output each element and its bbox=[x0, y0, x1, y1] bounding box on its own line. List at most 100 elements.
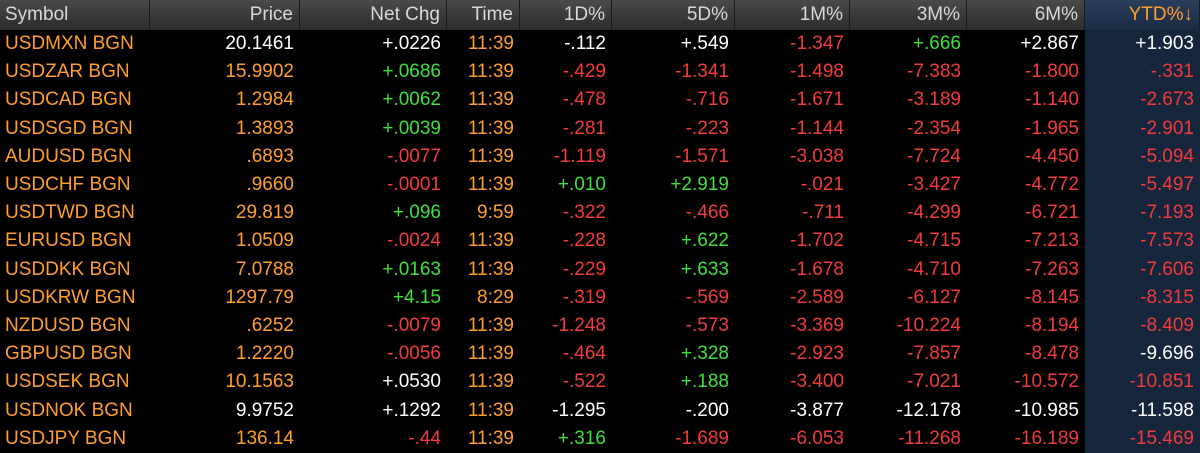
value-cell: -.229 bbox=[562, 258, 606, 280]
value-cell: +.010 bbox=[557, 174, 606, 195]
value-cell: -.716 bbox=[685, 89, 729, 111]
value-cell: -.223 bbox=[685, 117, 729, 139]
value-cell: 11:39 bbox=[467, 174, 514, 195]
value-cell: -1.140 bbox=[1025, 89, 1079, 111]
value-cell: +.0039 bbox=[382, 117, 441, 139]
value-cell: -3.877 bbox=[790, 399, 844, 421]
column-header[interactable]: Price bbox=[150, 0, 300, 30]
value-cell: -.331 bbox=[1150, 61, 1194, 83]
value-cell: .6252 bbox=[246, 315, 294, 336]
value-cell: 11:39 bbox=[467, 258, 514, 280]
value-cell: -1.144 bbox=[790, 117, 844, 139]
value-cell: +.188 bbox=[680, 371, 729, 393]
value-cell: -11.268 bbox=[897, 427, 961, 449]
symbol-cell: AUDUSD BGN bbox=[5, 145, 132, 167]
value-cell: -12.178 bbox=[896, 399, 961, 421]
value-cell: -1.295 bbox=[552, 399, 606, 421]
value-cell: -11.598 bbox=[1130, 399, 1194, 421]
column-header[interactable]: 3M% bbox=[850, 0, 967, 30]
symbol-cell: USDDKK BGN bbox=[5, 258, 131, 280]
value-cell: -2.923 bbox=[790, 343, 844, 365]
value-cell: -8.145 bbox=[1025, 286, 1079, 308]
value-cell: -3.038 bbox=[790, 145, 844, 167]
value-cell: -.0077 bbox=[387, 145, 441, 167]
value-cell: -.322 bbox=[562, 202, 606, 224]
value-cell: 11:39 bbox=[467, 399, 514, 421]
value-cell: -.44 bbox=[408, 427, 441, 449]
value-cell: -.466 bbox=[685, 202, 729, 224]
value-cell: +.096 bbox=[392, 202, 441, 224]
value-cell: -.573 bbox=[685, 315, 729, 336]
symbol-cell: USDTWD BGN bbox=[5, 202, 135, 224]
value-cell: 1.2984 bbox=[235, 89, 294, 111]
value-cell: -10.224 bbox=[896, 315, 961, 336]
value-cell: -.522 bbox=[562, 371, 606, 393]
symbol-cell: NZDUSD BGN bbox=[5, 315, 131, 336]
value-cell: -1.119 bbox=[553, 145, 606, 167]
symbol-cell: USDKRW BGN bbox=[5, 286, 136, 308]
value-cell: -7.724 bbox=[907, 145, 961, 167]
value-cell: 1.2220 bbox=[235, 343, 294, 365]
column-header[interactable]: 1D% bbox=[520, 0, 612, 30]
column-header[interactable]: Symbol bbox=[0, 0, 150, 30]
value-cell: -8.194 bbox=[1025, 315, 1079, 336]
value-cell: -8.315 bbox=[1140, 286, 1194, 308]
value-cell: -2.589 bbox=[790, 286, 844, 308]
value-cell: -.281 bbox=[562, 117, 606, 139]
value-cell: -1.965 bbox=[1025, 117, 1079, 139]
symbol-cell: USDJPY BGN bbox=[5, 427, 127, 449]
value-cell: -.569 bbox=[685, 286, 729, 308]
column-header[interactable]: 6M% bbox=[967, 0, 1085, 30]
value-cell: -4.772 bbox=[1025, 174, 1079, 195]
value-cell: -4.715 bbox=[907, 230, 961, 252]
value-cell: -7.857 bbox=[907, 343, 961, 365]
column-header[interactable]: 1M% bbox=[735, 0, 850, 30]
value-cell: +2.919 bbox=[670, 174, 729, 195]
value-cell: -10.851 bbox=[1129, 371, 1194, 393]
value-cell: -1.800 bbox=[1025, 61, 1079, 83]
value-cell: -1.341 bbox=[675, 61, 729, 83]
value-cell: -5.094 bbox=[1140, 145, 1194, 167]
value-cell: 1.3893 bbox=[235, 117, 294, 139]
value-cell: -16.189 bbox=[1014, 427, 1079, 449]
value-cell: -4.450 bbox=[1025, 145, 1079, 167]
value-cell: -.021 bbox=[800, 174, 844, 195]
value-cell: +2.867 bbox=[1020, 33, 1079, 54]
value-cell: -7.383 bbox=[907, 61, 961, 83]
value-cell: +1.903 bbox=[1135, 33, 1194, 54]
value-cell: 11:39 bbox=[467, 145, 514, 167]
value-cell: -1.702 bbox=[790, 230, 844, 252]
value-cell: -3.427 bbox=[907, 174, 961, 195]
value-cell: -7.573 bbox=[1140, 230, 1194, 252]
value-cell: -.0056 bbox=[387, 343, 441, 365]
column-header[interactable]: YTD%↓ bbox=[1085, 0, 1200, 30]
value-cell: -.429 bbox=[562, 61, 606, 83]
value-cell: 11:39 bbox=[467, 117, 514, 139]
value-cell: -6.127 bbox=[907, 286, 961, 308]
value-cell: .6893 bbox=[246, 145, 294, 167]
symbol-cell: USDNOK BGN bbox=[5, 399, 133, 421]
value-cell: -1.671 bbox=[790, 89, 844, 111]
value-cell: -2.673 bbox=[1140, 89, 1194, 111]
column-header[interactable]: Net Chg bbox=[300, 0, 447, 30]
value-cell: -.0079 bbox=[387, 315, 441, 336]
value-cell: -.319 bbox=[562, 286, 606, 308]
value-cell: +.549 bbox=[680, 33, 729, 54]
value-cell: 11:39 bbox=[467, 33, 514, 54]
value-cell: -6.053 bbox=[790, 427, 844, 449]
value-cell: 11:39 bbox=[467, 61, 514, 83]
column-header[interactable]: 5D% bbox=[612, 0, 735, 30]
symbol-cell: USDSGD BGN bbox=[5, 117, 133, 139]
value-cell: -10.985 bbox=[1014, 399, 1079, 421]
value-cell: 136.14 bbox=[235, 427, 294, 449]
value-cell: 11:39 bbox=[467, 427, 514, 449]
value-cell: +.316 bbox=[557, 427, 606, 449]
symbol-cell: USDMXN BGN bbox=[5, 33, 134, 54]
value-cell: -.711 bbox=[802, 202, 844, 224]
value-cell: -.464 bbox=[562, 343, 606, 365]
value-cell: +.328 bbox=[680, 343, 729, 365]
value-cell: -.478 bbox=[562, 89, 606, 111]
symbol-cell: GBPUSD BGN bbox=[5, 343, 132, 365]
column-header[interactable]: Time bbox=[447, 0, 520, 30]
